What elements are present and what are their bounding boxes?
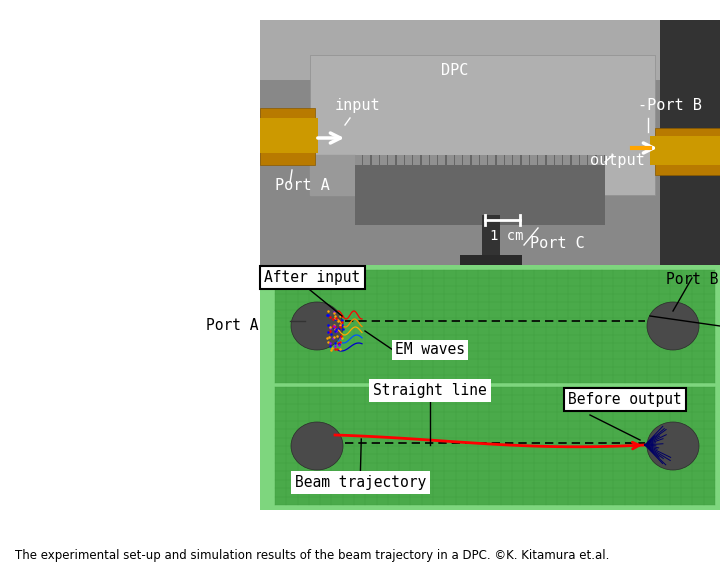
Text: Beam trajectory: Beam trajectory xyxy=(295,475,426,490)
Bar xyxy=(530,155,537,165)
Text: output: output xyxy=(590,153,644,168)
Text: -Port B: -Port B xyxy=(638,98,702,113)
Bar xyxy=(397,155,404,165)
Text: Before output: Before output xyxy=(568,392,682,407)
Bar xyxy=(563,155,570,165)
Ellipse shape xyxy=(647,302,699,350)
Bar xyxy=(388,155,395,165)
Bar xyxy=(488,155,495,165)
Bar xyxy=(455,155,462,165)
Ellipse shape xyxy=(291,302,343,350)
Text: Port C: Port C xyxy=(530,236,585,251)
Bar xyxy=(260,118,318,153)
Text: Straight line: Straight line xyxy=(373,383,487,398)
Bar xyxy=(482,215,500,265)
Bar xyxy=(513,155,521,165)
Text: The experimental set-up and simulation results of the beam trajectory in a DPC. : The experimental set-up and simulation r… xyxy=(15,548,609,562)
Bar xyxy=(505,155,512,165)
Bar xyxy=(310,55,655,195)
Ellipse shape xyxy=(647,422,699,470)
Text: Port A: Port A xyxy=(275,178,330,193)
Bar xyxy=(260,265,720,510)
Bar xyxy=(405,155,412,165)
Bar xyxy=(260,20,720,80)
Bar xyxy=(580,155,587,165)
Bar xyxy=(372,155,379,165)
Bar xyxy=(438,155,446,165)
Ellipse shape xyxy=(291,422,343,470)
Bar xyxy=(355,155,362,165)
Bar xyxy=(355,155,605,225)
Bar xyxy=(522,155,528,165)
Bar xyxy=(588,155,595,165)
Bar xyxy=(275,270,715,383)
Text: DPC: DPC xyxy=(441,63,469,78)
Bar xyxy=(422,155,428,165)
Bar xyxy=(539,155,546,165)
Bar xyxy=(260,108,315,165)
Bar xyxy=(660,20,720,265)
Bar xyxy=(497,155,504,165)
Bar xyxy=(655,128,720,175)
Text: input: input xyxy=(335,98,381,113)
Text: Port B: Port B xyxy=(665,272,718,287)
Bar xyxy=(546,155,554,165)
Bar xyxy=(413,155,420,165)
Text: 1 cm: 1 cm xyxy=(490,229,523,243)
Bar xyxy=(460,255,522,265)
Bar xyxy=(572,155,579,165)
Bar xyxy=(555,155,562,165)
Bar xyxy=(597,155,604,165)
Bar xyxy=(260,20,720,265)
Bar xyxy=(380,155,387,165)
Bar xyxy=(275,387,715,505)
Bar xyxy=(364,155,370,165)
Text: Port A: Port A xyxy=(205,319,258,334)
Bar xyxy=(480,155,487,165)
Text: After input: After input xyxy=(264,270,360,285)
Bar xyxy=(650,136,720,165)
Bar xyxy=(430,155,437,165)
Bar xyxy=(446,155,454,165)
Polygon shape xyxy=(310,155,355,195)
Bar xyxy=(464,155,470,165)
Bar xyxy=(472,155,479,165)
Text: EM waves: EM waves xyxy=(395,343,465,358)
